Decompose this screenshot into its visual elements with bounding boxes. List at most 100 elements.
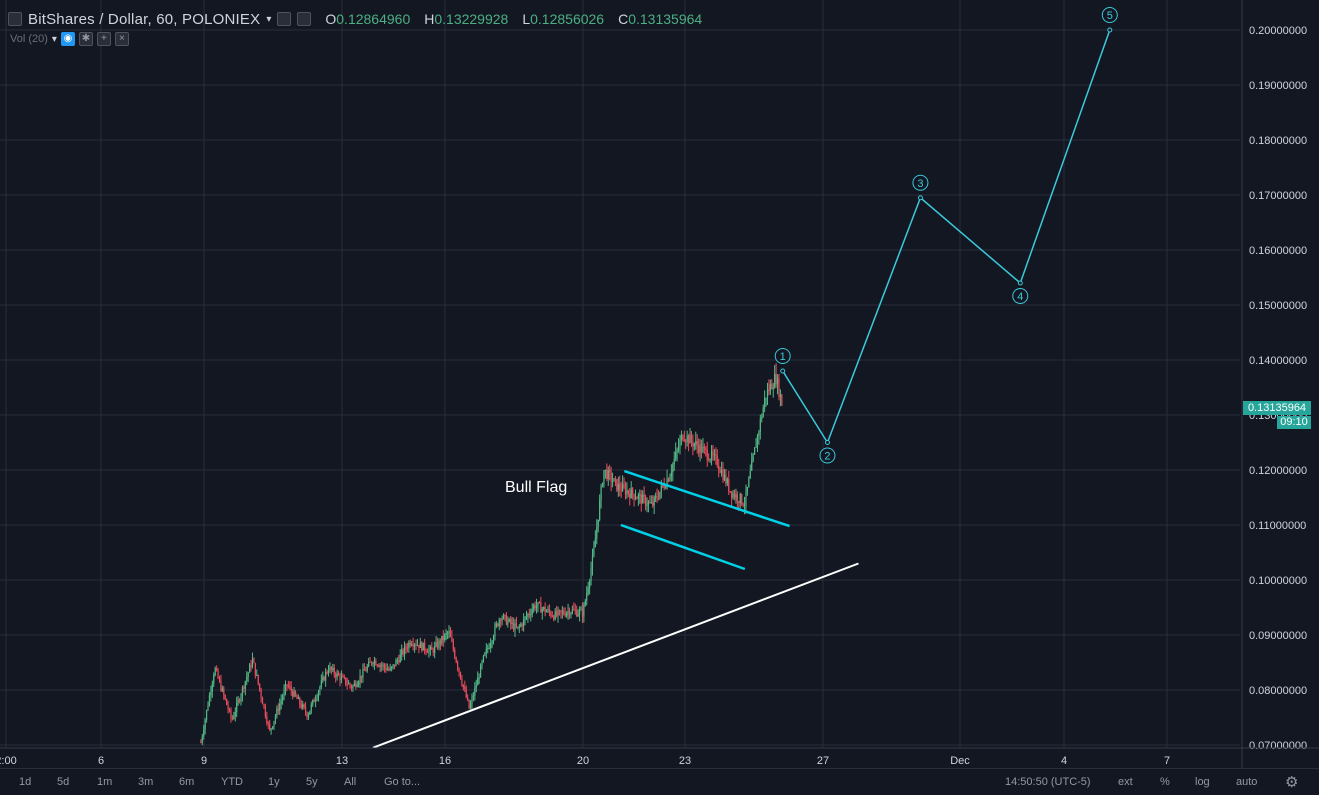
range-3m[interactable]: 3m	[138, 776, 154, 788]
range-6m[interactable]: 6m	[179, 776, 195, 788]
candle-body	[627, 490, 629, 494]
x-tick-label: 27	[817, 755, 829, 767]
chevron-down-icon[interactable]: ▾	[51, 33, 57, 45]
candle-body	[228, 709, 231, 711]
range-1y[interactable]: 1y	[268, 776, 280, 788]
candle-body	[304, 707, 307, 713]
candle-body	[484, 652, 486, 656]
candle-body	[306, 712, 308, 718]
settings-icon[interactable]	[277, 12, 292, 26]
candle-body	[399, 654, 401, 663]
candle-body	[352, 685, 354, 689]
candle-body	[778, 378, 780, 397]
candle-body	[751, 460, 753, 471]
candle-body	[761, 417, 763, 420]
candle-body	[764, 397, 766, 408]
candle-body	[614, 478, 617, 480]
gear-icon[interactable]: ✱	[78, 32, 93, 46]
candle-body	[409, 642, 411, 645]
candle-body	[211, 683, 213, 692]
candle-body	[359, 675, 361, 683]
candle-body	[652, 502, 654, 506]
candle-body	[467, 697, 469, 700]
candle-body	[492, 636, 495, 642]
candle-body	[639, 494, 641, 496]
range-all[interactable]: All	[344, 776, 357, 788]
volume-indicator-label[interactable]: Vol (20)	[10, 33, 48, 45]
candle-body	[547, 609, 549, 612]
auto-toggle[interactable]: auto	[1236, 776, 1258, 788]
candle-body	[444, 634, 446, 640]
clock-readout[interactable]: 14:50:50 (UTC-5)	[1005, 776, 1091, 788]
candle-body	[630, 488, 632, 499]
candle-body	[309, 710, 311, 715]
candle-body	[623, 484, 625, 487]
candle-body	[296, 695, 298, 699]
y-tick-label: 0.10000000	[1249, 575, 1307, 587]
candle-body	[597, 519, 599, 528]
candle-body	[365, 670, 367, 672]
eye-icon[interactable]: ◉	[60, 32, 75, 46]
candle-body	[709, 459, 711, 461]
candle-body	[673, 458, 675, 465]
chevron-down-icon[interactable]: ▾	[266, 13, 272, 25]
candle-body	[508, 619, 510, 621]
range-5d[interactable]: 5d	[57, 776, 70, 788]
candle-body	[566, 612, 568, 616]
plus-icon[interactable]: +	[96, 32, 111, 46]
candle-body	[611, 481, 614, 483]
candle-body	[689, 434, 691, 444]
candle-body	[738, 501, 740, 503]
candle-body	[507, 620, 509, 625]
candle-body	[755, 447, 757, 449]
candle-body	[329, 666, 331, 672]
candle-body	[781, 394, 783, 406]
candle-body	[469, 704, 472, 709]
candle-body	[266, 716, 268, 723]
candle-body	[663, 485, 665, 488]
wave-point	[1107, 27, 1113, 33]
candle-body	[485, 648, 487, 653]
range-ytd[interactable]: YTD	[221, 776, 243, 788]
candle-body	[333, 667, 335, 675]
symbol-title[interactable]: BitShares / Dollar, 60, POLONIEX	[28, 10, 261, 28]
candle-body	[768, 389, 770, 392]
candle-body	[591, 555, 594, 569]
bar-countdown-label: 09:10	[1277, 415, 1311, 429]
range-1d[interactable]: 1d	[19, 776, 32, 788]
candle-body	[570, 612, 572, 615]
candle-body	[576, 610, 578, 617]
log-toggle[interactable]: log	[1195, 776, 1210, 788]
percent-toggle[interactable]: %	[1160, 776, 1170, 788]
goto-button[interactable]: Go to...	[384, 776, 421, 788]
candle-body	[389, 668, 391, 670]
candle-body	[699, 444, 701, 453]
wave-label-3: 3	[917, 178, 923, 190]
candle-body	[425, 650, 427, 652]
close-icon[interactable]: ×	[114, 32, 129, 46]
candle-body	[264, 706, 266, 717]
candle-body	[698, 445, 700, 453]
ext-toggle[interactable]: ext	[1118, 776, 1133, 788]
range-5y[interactable]: 5y	[306, 776, 318, 788]
candle-body	[478, 677, 480, 679]
candle-body	[644, 496, 647, 506]
candle-body	[613, 478, 615, 482]
gear-icon[interactable]: ⚙	[1285, 774, 1299, 791]
collapse-icon[interactable]	[8, 12, 22, 26]
candle-body	[339, 675, 341, 681]
candle-body	[556, 611, 558, 616]
candle-body	[320, 680, 322, 687]
candle-body	[685, 440, 687, 442]
compare-icon[interactable]	[297, 12, 312, 26]
bull-flag-upper-line	[623, 469, 790, 528]
candle-body	[619, 483, 621, 490]
range-1m[interactable]: 1m	[97, 776, 113, 788]
candle-body	[257, 674, 259, 684]
volume-indicator-legend: Vol (20) ▾ ◉ ✱ + ×	[10, 32, 129, 46]
candle-body	[223, 688, 225, 696]
candle-body	[287, 684, 289, 687]
candle-body	[376, 665, 378, 667]
candle-body	[345, 677, 347, 685]
